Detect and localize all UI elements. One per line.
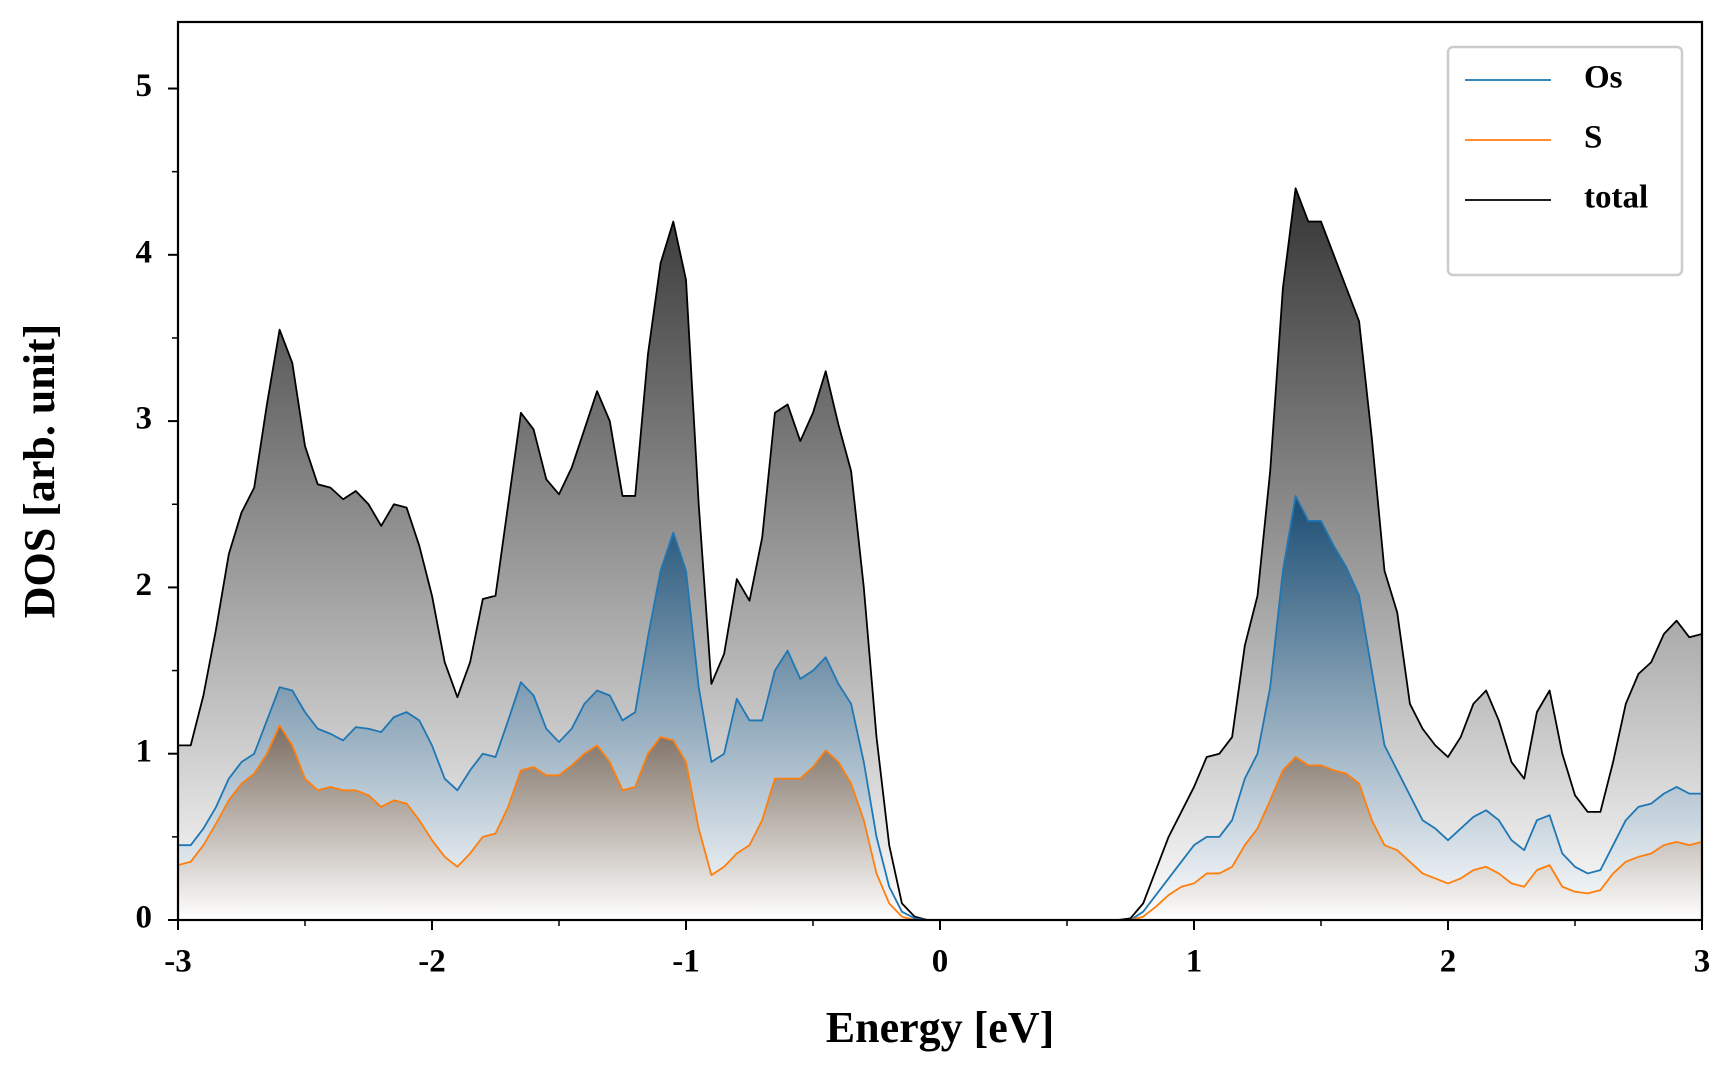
area-fill xyxy=(178,725,1702,920)
x-tick-label: -3 xyxy=(164,944,192,980)
y-axis-label: DOS [arb. unit] xyxy=(15,324,64,619)
legend-box xyxy=(1446,45,1684,277)
y-tick-label: 2 xyxy=(136,567,153,603)
y-tick-label: 3 xyxy=(136,401,153,437)
x-axis-label: Energy [eV] xyxy=(826,1003,1055,1052)
x-tick-label: 2 xyxy=(1440,944,1457,980)
legend-label: total xyxy=(1584,180,1648,216)
y-tick-label: 1 xyxy=(136,733,153,769)
legend-label: S xyxy=(1584,120,1602,156)
y-tick-label: 5 xyxy=(136,68,153,104)
x-tick-label: -2 xyxy=(418,944,446,980)
x-tick-label: 3 xyxy=(1694,944,1711,980)
x-tick-label: 1 xyxy=(1186,944,1203,980)
y-tick-label: 0 xyxy=(136,900,153,936)
y-tick-label: 4 xyxy=(136,234,153,270)
x-tick-label: -1 xyxy=(672,944,700,980)
legend-label: Os xyxy=(1584,60,1623,96)
x-tick-label: 0 xyxy=(932,944,949,980)
